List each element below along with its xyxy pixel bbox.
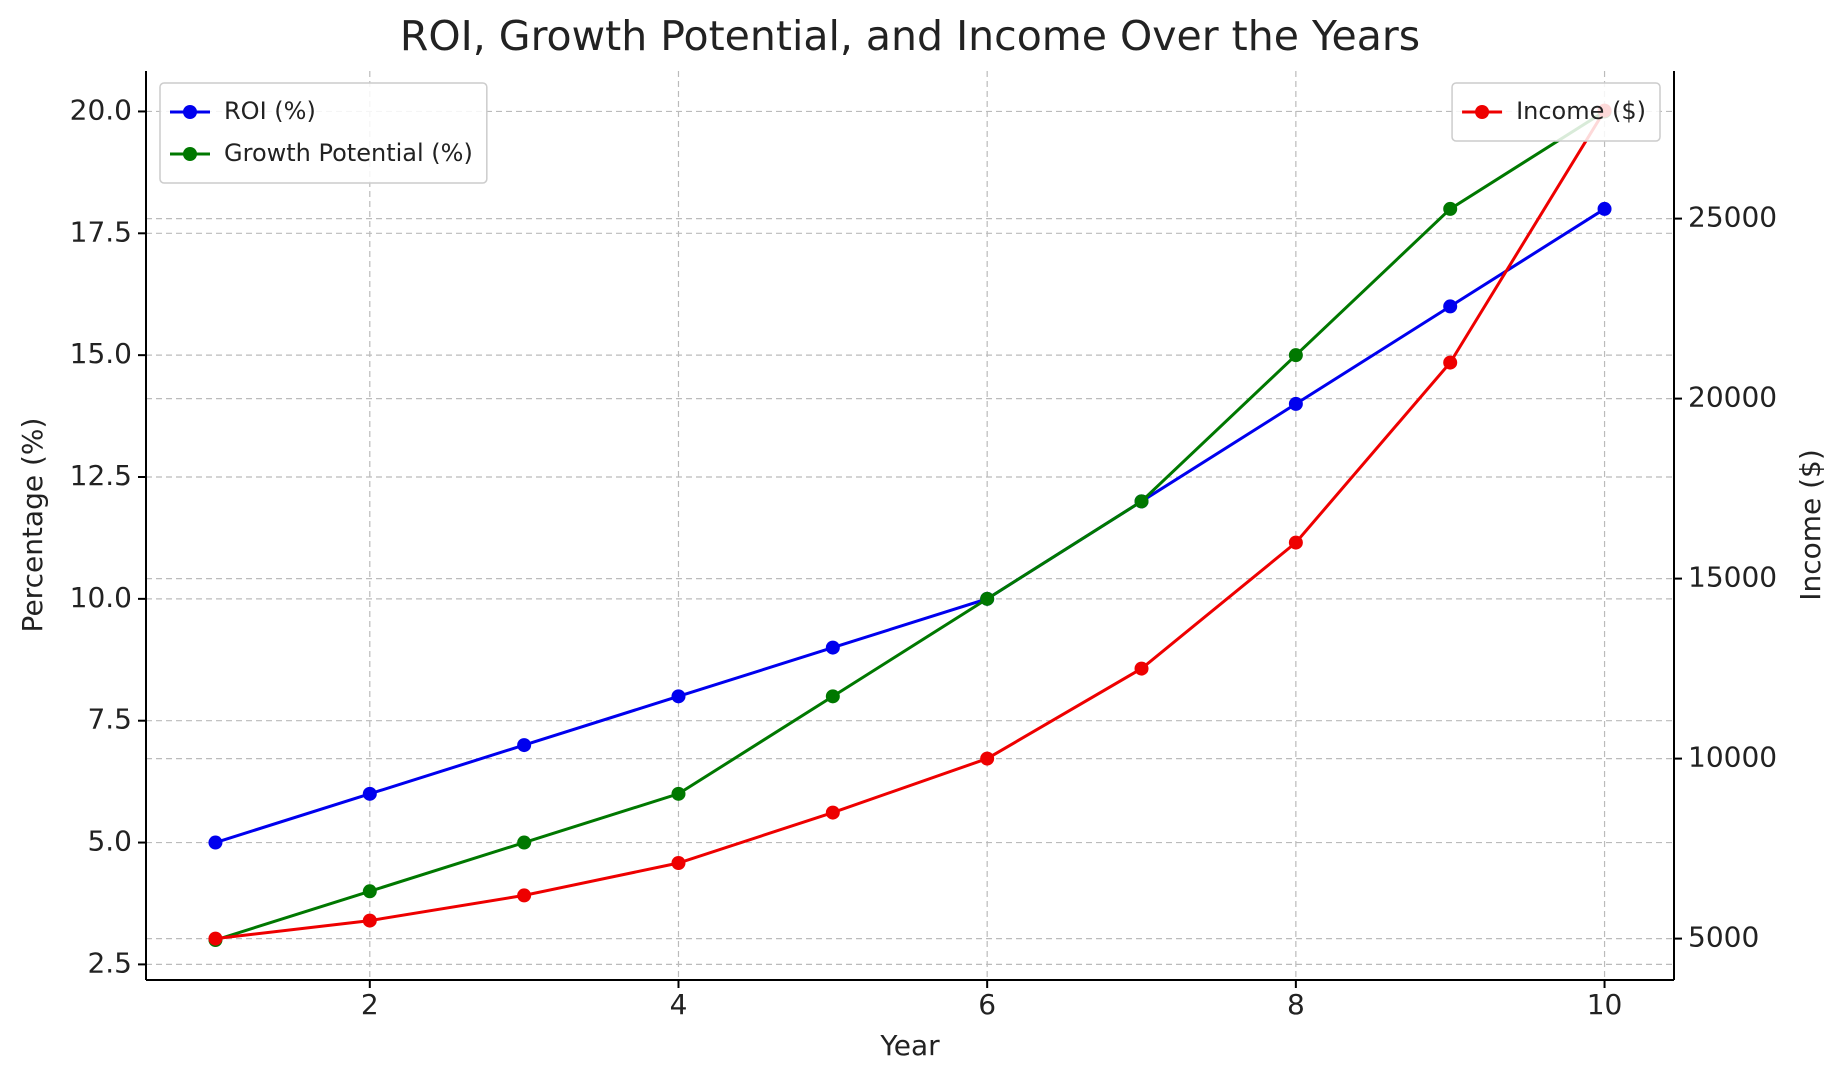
legend-marker bbox=[183, 147, 197, 161]
y-tick-label: 17.5 bbox=[70, 215, 132, 248]
legend: Income ($) bbox=[1451, 82, 1661, 142]
data-point bbox=[1134, 494, 1149, 509]
data-point bbox=[1288, 348, 1303, 363]
data-point bbox=[1597, 201, 1612, 216]
y2-tick-label: 25000 bbox=[1688, 201, 1777, 234]
x-tick-label: 10 bbox=[1587, 988, 1623, 1021]
data-point bbox=[1134, 661, 1149, 676]
series-line bbox=[215, 110, 1606, 942]
legend-label: Income ($) bbox=[1516, 97, 1646, 125]
x-tick-label: 4 bbox=[670, 988, 688, 1021]
series-line bbox=[215, 207, 1606, 844]
legend-box bbox=[159, 82, 488, 184]
x-tick-label: 2 bbox=[361, 988, 379, 1021]
y-tick-label: 2.5 bbox=[87, 946, 132, 979]
data-point bbox=[517, 888, 532, 903]
data-point bbox=[671, 689, 686, 704]
y-tick-label: 5.0 bbox=[87, 825, 132, 858]
legend: ROI (%) Growth Potential (%) bbox=[159, 82, 488, 184]
y-tick-label: 10.0 bbox=[70, 581, 132, 614]
data-point bbox=[825, 689, 840, 704]
data-point bbox=[1443, 355, 1458, 370]
data-point bbox=[671, 786, 686, 801]
y2-axis-label: Income ($) bbox=[1794, 449, 1827, 601]
series-line bbox=[215, 109, 1606, 941]
data-point bbox=[1443, 201, 1458, 216]
legend-label: Growth Potential (%) bbox=[224, 139, 473, 167]
y-axis-label: Percentage (%) bbox=[16, 418, 49, 633]
legend-label: ROI (%) bbox=[224, 97, 316, 125]
data-point bbox=[208, 835, 223, 850]
legend-box bbox=[1451, 82, 1661, 142]
y-tick-label: 7.5 bbox=[87, 703, 132, 736]
data-point bbox=[1288, 535, 1303, 550]
data-point bbox=[517, 738, 532, 753]
y2-tick-label: 10000 bbox=[1688, 741, 1777, 774]
legend-marker bbox=[1475, 105, 1490, 119]
y2-tick-label: 5000 bbox=[1688, 921, 1759, 954]
data-point bbox=[825, 805, 840, 820]
data-point bbox=[1443, 299, 1458, 314]
x-tick-label: 6 bbox=[978, 988, 996, 1021]
data-point bbox=[362, 884, 377, 899]
data-point bbox=[980, 751, 995, 766]
data-point bbox=[362, 786, 377, 801]
data-point bbox=[1288, 396, 1303, 411]
x-tick-label: 8 bbox=[1287, 988, 1305, 1021]
chart-title: ROI, Growth Potential, and Income Over t… bbox=[400, 12, 1420, 60]
data-point bbox=[825, 640, 840, 655]
y2-tick-label: 15000 bbox=[1688, 561, 1777, 594]
data-point bbox=[671, 856, 686, 870]
y-tick-label: 20.0 bbox=[70, 93, 132, 126]
legend-marker bbox=[183, 105, 197, 119]
data-point bbox=[208, 931, 223, 946]
y-tick-label: 12.5 bbox=[70, 459, 132, 492]
y-tick-label: 15.0 bbox=[70, 337, 132, 370]
data-point bbox=[517, 835, 532, 850]
data-point bbox=[980, 591, 995, 606]
x-axis-label: Year bbox=[879, 1029, 940, 1062]
y2-tick-label: 20000 bbox=[1688, 381, 1777, 414]
data-point bbox=[362, 913, 377, 928]
